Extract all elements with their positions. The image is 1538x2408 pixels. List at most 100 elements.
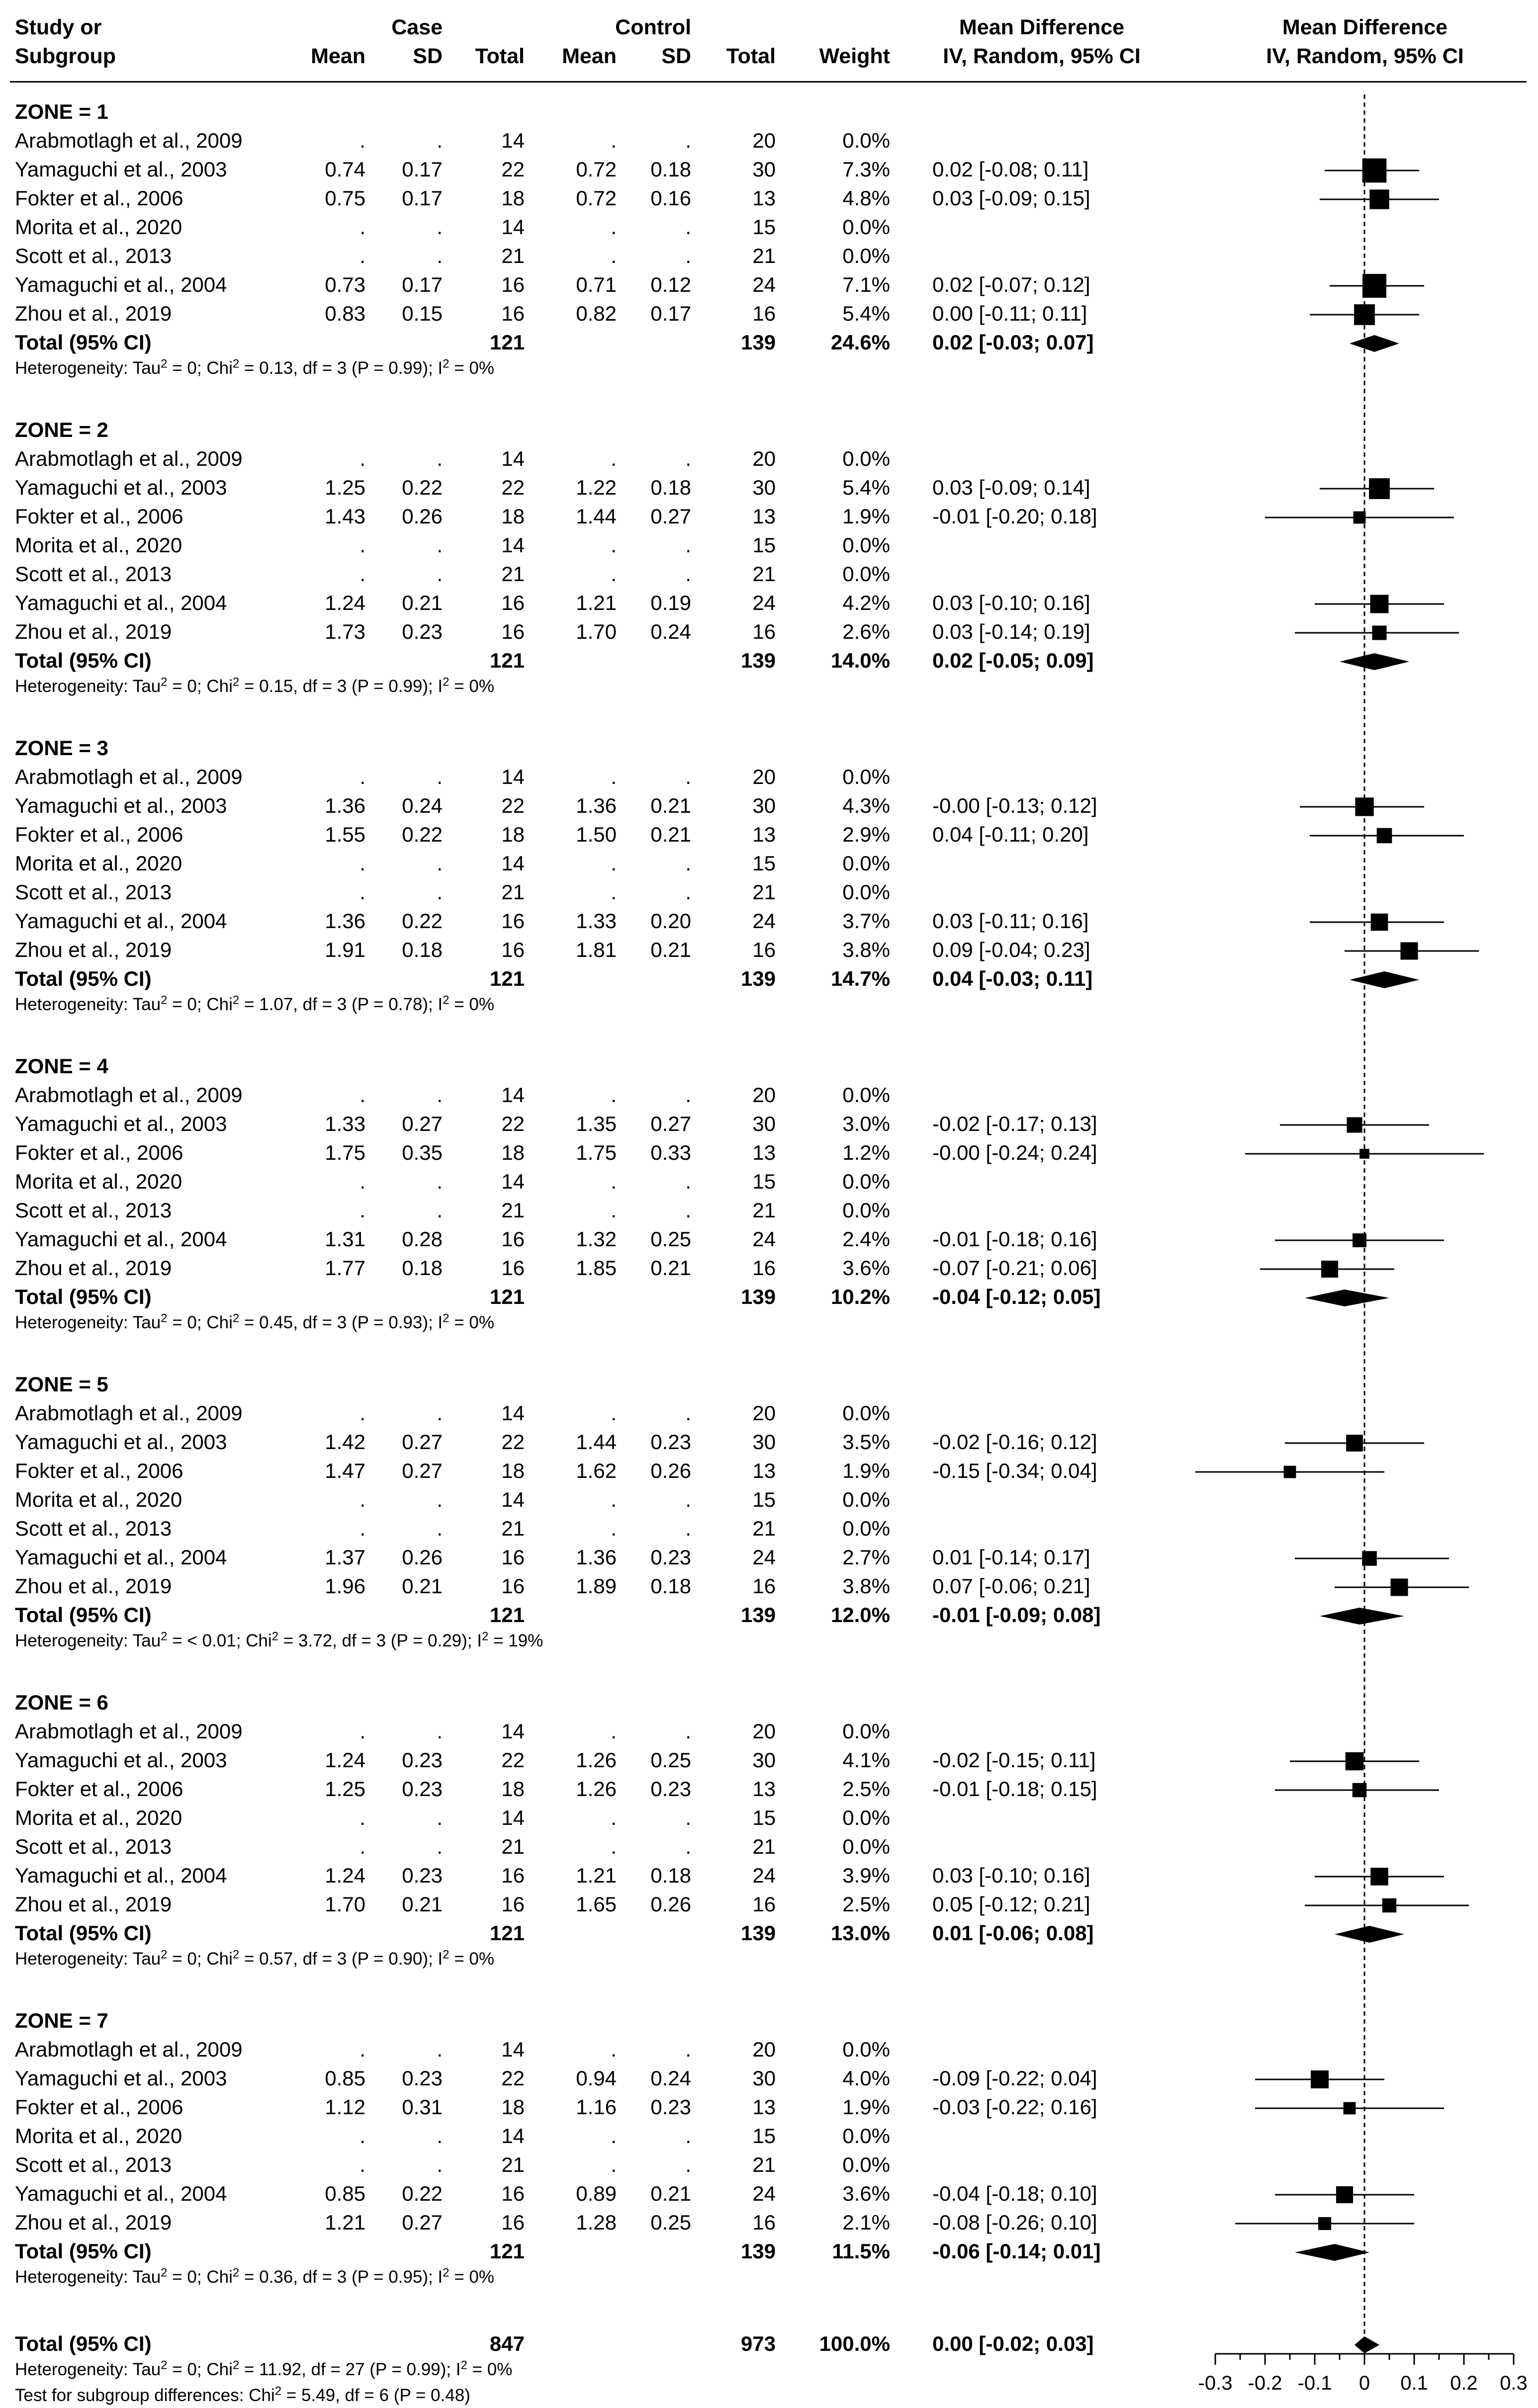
weight: 1.2%	[842, 1141, 890, 1164]
control-sd: .	[685, 1517, 691, 1540]
weight: 4.2%	[842, 591, 890, 614]
weight: 7.1%	[842, 273, 890, 296]
study-name: Yamaguchi et al., 2004	[15, 1864, 227, 1887]
zone-label: ZONE = 6	[15, 1691, 108, 1714]
study-name: Arabmotlagh et al., 2009	[15, 1401, 243, 1425]
study-effect-marker	[1370, 595, 1389, 613]
weight: 2.1%	[842, 2211, 890, 2234]
subgroup-diamond	[1295, 2244, 1369, 2261]
control-total: 30	[752, 476, 776, 499]
control-mean: 1.36	[576, 794, 617, 817]
study-name: Fokter et al., 2006	[15, 1777, 183, 1801]
case-total: 14	[501, 1083, 525, 1107]
case-total: 16	[501, 938, 525, 961]
control-total: 30	[752, 1112, 776, 1135]
case-sd: 0.17	[402, 273, 443, 296]
control-total: 13	[752, 1777, 776, 1801]
subgroup-control-total: 139	[740, 331, 776, 354]
control-mean: 0.94	[576, 2066, 617, 2090]
study-name: Scott et al., 2013	[15, 1517, 172, 1540]
case-total: 16	[501, 1864, 525, 1887]
case-mean: 1.33	[325, 1112, 365, 1135]
study-effect-marker	[1354, 304, 1375, 325]
study-name: Morita et al., 2020	[15, 1170, 182, 1193]
mean-difference-ci: 0.03 [-0.14; 0.19]	[932, 620, 1090, 643]
mean-difference-ci: -0.08 [-0.26; 0.10]	[932, 2211, 1097, 2234]
case-sd: .	[437, 129, 443, 152]
case-sd: .	[437, 880, 443, 904]
weight: 3.6%	[842, 2182, 890, 2205]
control-mean: .	[611, 1170, 617, 1193]
study-name: Zhou et al., 2019	[15, 1574, 172, 1598]
subgroup-case-total: 121	[489, 649, 525, 672]
study-name: Arabmotlagh et al., 2009	[15, 129, 243, 152]
study-name: Fokter et al., 2006	[15, 1141, 183, 1164]
control-sd: .	[685, 1170, 691, 1193]
control-mean: .	[611, 2038, 617, 2061]
study-effect-marker	[1390, 1578, 1408, 1596]
weight: 0.0%	[842, 2038, 890, 2061]
study-name: Fokter et al., 2006	[15, 505, 183, 528]
study-name: Scott et al., 2013	[15, 1199, 172, 1222]
weight: 2.6%	[842, 620, 890, 643]
weight: 0.0%	[842, 244, 890, 267]
case-total: 14	[501, 1401, 525, 1425]
mean-difference-ci: 0.03 [-0.11; 0.16]	[932, 909, 1089, 933]
zone-label: ZONE = 3	[15, 736, 108, 760]
subgroup-mean-difference-ci: 0.02 [-0.05; 0.09]	[932, 649, 1094, 672]
subgroup-diamond	[1320, 1608, 1404, 1625]
subgroup-total-label: Total (95% CI)	[15, 649, 152, 672]
study-name: Yamaguchi et al., 2003	[15, 476, 227, 499]
subgroup-case-total: 121	[489, 1921, 525, 1945]
header-control-group: Control	[615, 15, 691, 39]
study-name: Fokter et al., 2006	[15, 1459, 183, 1482]
case-mean: 1.24	[325, 591, 365, 614]
case-total: 22	[501, 1430, 525, 1454]
control-total: 21	[752, 880, 776, 904]
subgroup-weight: 13.0%	[830, 1921, 890, 1945]
control-total: 16	[752, 1892, 776, 1916]
case-mean: 1.12	[325, 2095, 365, 2119]
control-sd: .	[685, 215, 691, 239]
subgroup-heterogeneity: Heterogeneity: Tau2 = 0; Chi2 = 0.13, df…	[15, 357, 494, 378]
weight: 7.3%	[842, 158, 890, 181]
study-name: Scott et al., 2013	[15, 880, 172, 904]
case-total: 18	[501, 823, 525, 846]
subgroup-total-label: Total (95% CI)	[15, 1285, 152, 1308]
control-sd: .	[685, 447, 691, 470]
mean-difference-ci: 0.03 [-0.09; 0.14]	[932, 476, 1090, 499]
case-mean: 0.85	[325, 2066, 365, 2090]
x-axis-tick-label: 0.1	[1400, 2372, 1428, 2394]
control-mean: 1.32	[576, 1227, 617, 1251]
control-mean: 1.26	[576, 1777, 617, 1801]
case-total: 22	[501, 1112, 525, 1135]
control-sd: 0.21	[650, 2182, 691, 2205]
overall-heterogeneity: Heterogeneity: Tau2 = 0; Chi2 = 11.92, d…	[15, 2358, 513, 2379]
mean-difference-ci: -0.00 [-0.24; 0.24]	[932, 1141, 1097, 1164]
case-total: 21	[501, 1835, 525, 1858]
case-total: 16	[501, 273, 525, 296]
control-total: 20	[752, 447, 776, 470]
weight: 4.1%	[842, 1748, 890, 1772]
control-total: 20	[752, 765, 776, 788]
control-sd: .	[685, 1199, 691, 1222]
case-sd: .	[437, 533, 443, 557]
header-study-label-1: Study or	[15, 15, 102, 39]
control-sd: .	[685, 1083, 691, 1107]
mean-difference-ci: -0.15 [-0.34; 0.04]	[932, 1459, 1097, 1482]
case-mean: .	[360, 1720, 365, 1743]
subgroup-diamond	[1305, 1290, 1389, 1306]
case-mean: .	[360, 1170, 365, 1193]
weight: 5.4%	[842, 302, 890, 325]
study-effect-marker	[1369, 189, 1389, 209]
case-mean: 1.77	[325, 1256, 365, 1280]
control-total: 24	[752, 909, 776, 933]
overall-control-total: 973	[740, 2332, 776, 2355]
subgroup-weight: 10.2%	[830, 1285, 890, 1308]
subgroup-mean-difference-ci: -0.06 [-0.14; 0.01]	[932, 2239, 1101, 2263]
case-mean: .	[360, 1401, 365, 1425]
weight: 0.0%	[842, 765, 890, 788]
mean-difference-ci: 0.03 [-0.10; 0.16]	[932, 591, 1090, 614]
weight: 0.0%	[842, 1401, 890, 1425]
control-total: 13	[752, 823, 776, 846]
